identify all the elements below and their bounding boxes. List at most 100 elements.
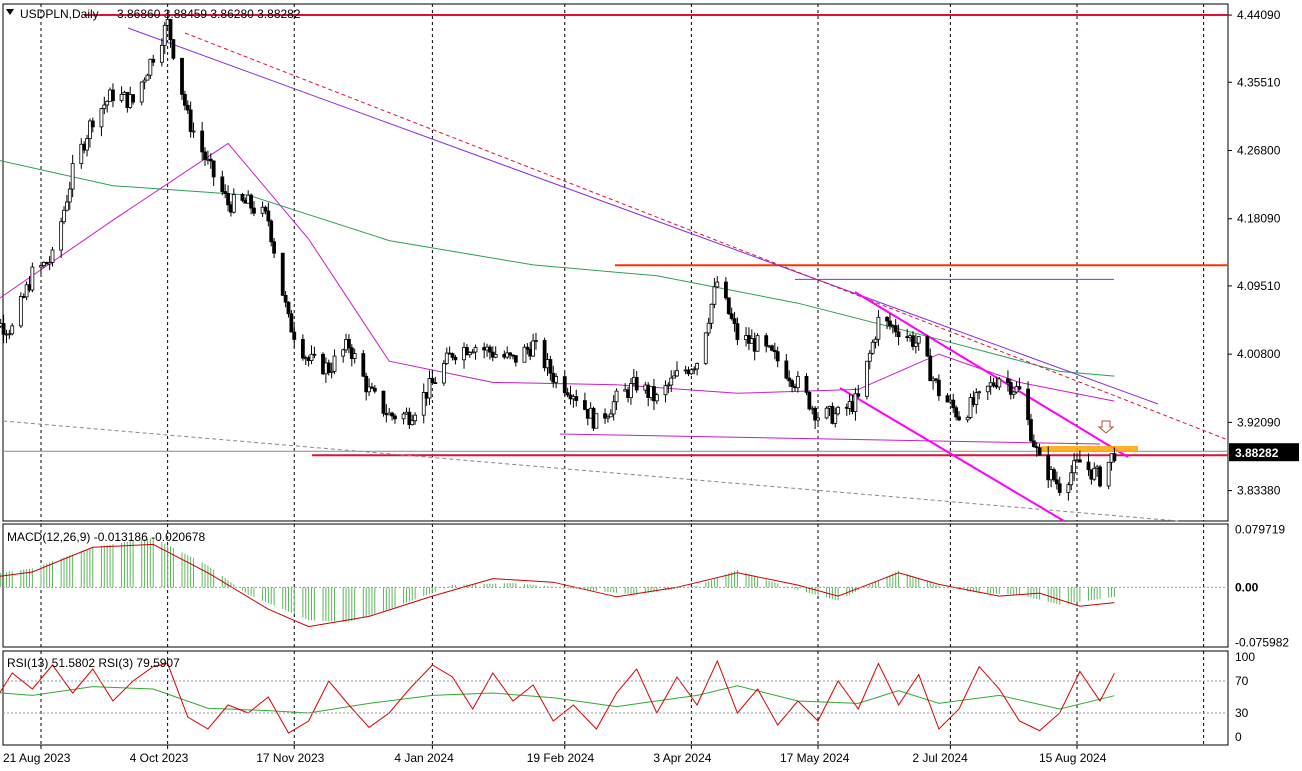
candle-body	[300, 339, 305, 359]
candle	[715, 276, 720, 289]
candle	[706, 317, 711, 337]
candle-body	[1, 323, 6, 335]
candle-body	[836, 406, 841, 415]
candle-body	[608, 413, 613, 418]
long-channel-line	[2, 420, 1179, 522]
candle	[513, 355, 518, 367]
candle-body	[629, 383, 633, 398]
candle	[1098, 464, 1102, 488]
candle	[836, 405, 841, 416]
candle	[634, 371, 639, 393]
candle-body	[1057, 483, 1062, 493]
candle-body	[361, 353, 366, 377]
candle-body	[240, 194, 245, 201]
candle	[292, 325, 297, 348]
candle-body	[916, 336, 921, 344]
candle-body	[712, 286, 717, 305]
candle-body	[421, 392, 426, 416]
candle	[936, 374, 941, 401]
candle-body	[813, 407, 818, 421]
candle	[726, 297, 731, 315]
candle	[542, 337, 547, 372]
candle-body	[493, 354, 498, 358]
candle-body	[784, 360, 789, 379]
candle	[341, 348, 346, 363]
chart-menu-triangle-icon[interactable]	[6, 9, 14, 15]
candle-body	[182, 94, 187, 106]
rsi-panel: 100 70 30 0	[0, 650, 1255, 744]
candle	[326, 359, 331, 376]
macd-tick-label: -0.075982	[1235, 636, 1289, 650]
candle	[911, 331, 915, 351]
candle-body	[171, 39, 176, 59]
candle	[652, 378, 656, 411]
candle	[565, 387, 570, 398]
candle	[554, 373, 559, 389]
candle	[70, 154, 75, 198]
candle-body	[1006, 378, 1010, 383]
candle-body	[208, 158, 213, 162]
candle	[24, 281, 29, 301]
candle-body	[729, 313, 734, 320]
price-tick-label: 4.44090	[1237, 8, 1281, 22]
moving-averages	[0, 142, 1115, 402]
candle	[654, 392, 659, 405]
candle	[666, 382, 671, 394]
candle	[1077, 450, 1082, 463]
current-price-label: 3.88282	[1235, 446, 1279, 460]
candle	[367, 378, 371, 397]
candle	[401, 411, 406, 425]
rsi-tick-label: 0	[1235, 730, 1242, 744]
candle	[985, 385, 990, 401]
candle	[1011, 390, 1016, 399]
candle-body	[689, 369, 694, 375]
candle-body	[142, 79, 147, 83]
candle-body	[977, 391, 982, 394]
candle	[372, 385, 377, 394]
candle	[286, 301, 291, 318]
candle-body	[1046, 454, 1051, 481]
candle	[347, 334, 351, 354]
candle	[1092, 462, 1097, 481]
chart-title: USDPLN,Daily	[20, 7, 99, 21]
candle-body	[372, 387, 377, 392]
candle-body	[467, 352, 472, 356]
candle	[370, 382, 374, 390]
candle	[1046, 446, 1051, 488]
rsi3-line	[0, 659, 1115, 734]
candle-body	[453, 356, 458, 361]
candle	[606, 414, 610, 423]
candle	[18, 292, 23, 329]
candle-body	[444, 352, 449, 364]
candle-body	[867, 352, 872, 362]
candle-body	[795, 375, 800, 389]
candle-body	[139, 81, 144, 103]
candle	[105, 100, 110, 113]
candle	[1, 314, 6, 344]
candle	[1066, 482, 1071, 501]
price-tick-label: 3.92090	[1237, 415, 1281, 429]
candle	[390, 411, 394, 421]
candle	[755, 333, 760, 352]
candle-body	[565, 392, 570, 396]
candle	[1008, 378, 1013, 400]
candle-body	[1026, 388, 1030, 420]
candle-body	[965, 417, 970, 421]
candle	[90, 117, 95, 133]
candle	[1006, 370, 1010, 392]
candle	[168, 18, 173, 48]
candle-body	[401, 413, 406, 420]
candle-body	[531, 340, 535, 357]
candle-body	[807, 391, 812, 410]
candle-body	[226, 193, 230, 206]
candle	[272, 237, 277, 258]
candle-body	[450, 353, 455, 358]
candle-body	[231, 194, 236, 213]
candle-body	[223, 191, 228, 194]
grid-lines	[2, 3, 1229, 746]
date-tick-label: 17 Nov 2023	[256, 751, 324, 765]
candle-body	[870, 341, 875, 354]
candle	[62, 206, 66, 225]
candle	[413, 412, 418, 425]
rsi-axis: 100 70 30 0	[3, 650, 1255, 744]
